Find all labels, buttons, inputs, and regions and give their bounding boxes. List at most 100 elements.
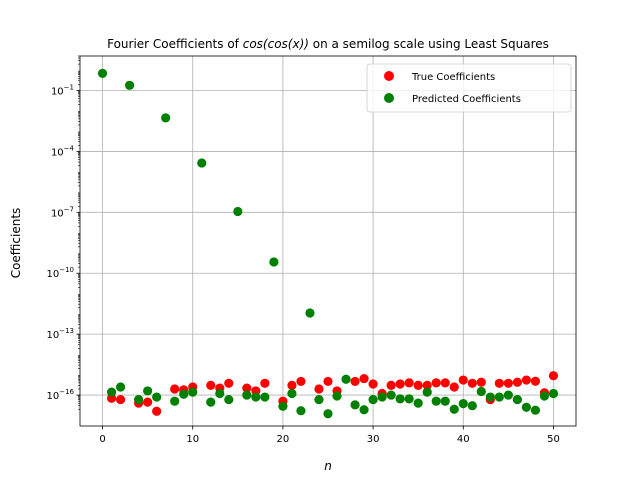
- data-point: [431, 378, 441, 388]
- data-point: [314, 384, 324, 394]
- data-point: [548, 371, 559, 381]
- data-point: [115, 394, 126, 405]
- data-point: [161, 113, 171, 123]
- data-point: [422, 380, 432, 390]
- x-tick-label: 50: [547, 434, 560, 445]
- data-point: [350, 376, 360, 387]
- data-point: [422, 387, 432, 397]
- data-point: [215, 388, 225, 399]
- data-point: [125, 80, 135, 90]
- y-tick-label: 10−10: [46, 266, 74, 280]
- data-point: [323, 376, 333, 387]
- data-point: [115, 382, 126, 392]
- data-point: [476, 386, 486, 397]
- data-point: [386, 390, 396, 400]
- data-point: [287, 388, 297, 399]
- data-point: [260, 392, 270, 402]
- data-point: [269, 257, 279, 267]
- data-point: [494, 392, 504, 402]
- data-point: [503, 378, 513, 388]
- legend-marker-predicted: [384, 93, 394, 103]
- data-point: [143, 397, 153, 407]
- data-point: [341, 374, 351, 384]
- data-point: [134, 394, 144, 405]
- data-point: [521, 375, 532, 385]
- data-point: [449, 404, 459, 414]
- data-point: [197, 158, 207, 168]
- x-tick-label: 20: [277, 434, 290, 445]
- data-point: [206, 380, 216, 390]
- data-point: [440, 378, 450, 388]
- data-point: [368, 394, 378, 405]
- data-point: [449, 382, 459, 392]
- legend-box: [366, 63, 572, 113]
- data-point: [224, 394, 234, 405]
- data-point: [242, 383, 252, 393]
- data-point: [152, 392, 162, 402]
- chart-title: Fourier Coefficients of cos(cos(x)) on a…: [107, 37, 549, 51]
- chart-title-prefix: Fourier Coefficients of: [107, 37, 243, 51]
- data-point: [106, 387, 117, 397]
- data-point: [413, 380, 423, 390]
- data-point: [314, 394, 324, 405]
- y-axis-label: Coefficients: [9, 208, 23, 279]
- y-tick-label: 10−4: [51, 144, 75, 158]
- data-point: [503, 390, 513, 400]
- data-point: [548, 388, 559, 399]
- y-tick-label: 10−7: [51, 205, 74, 219]
- data-point: [359, 405, 369, 415]
- data-point: [395, 379, 405, 389]
- data-point: [233, 206, 243, 217]
- data-point: [305, 308, 315, 318]
- x-tick-label: 10: [186, 434, 199, 445]
- data-point: [143, 386, 153, 396]
- x-tick-label: 40: [457, 434, 470, 445]
- data-point: [350, 400, 360, 410]
- y-tick-label: 10−13: [46, 327, 74, 341]
- data-point: [368, 379, 378, 389]
- data-point: [530, 376, 541, 386]
- data-point: [476, 377, 486, 387]
- data-point: [359, 373, 369, 384]
- data-point: [179, 389, 189, 399]
- data-point: [170, 384, 180, 394]
- data-point: [206, 397, 216, 407]
- data-point: [467, 401, 477, 411]
- data-point: [530, 405, 541, 415]
- data-point: [458, 399, 468, 409]
- chart-title-suffix: on a semilog scale using Least Squares: [309, 37, 549, 51]
- data-point: [260, 378, 270, 388]
- data-point: [323, 409, 333, 419]
- data-point: [242, 390, 252, 400]
- x-tick-label: 0: [99, 434, 105, 445]
- legend-marker-true: [384, 71, 394, 81]
- data-point: [494, 378, 504, 388]
- data-point: [188, 387, 198, 397]
- y-tick-label: 10−16: [46, 388, 74, 402]
- data-point: [224, 378, 234, 388]
- data-point: [413, 398, 423, 408]
- data-point: [404, 394, 414, 404]
- x-axis-label: n: [324, 459, 332, 473]
- data-point: [152, 406, 162, 416]
- grid: [80, 56, 576, 426]
- series-predicted: [97, 68, 559, 419]
- legend-label-true: True Coefficients: [411, 72, 495, 83]
- data-point: [467, 378, 477, 388]
- data-point: [440, 396, 450, 406]
- axis-ticks: 0 10 20 30 40 50 10−1 10−4 10−7 10−10 10−13 10−16: [46, 55, 560, 445]
- data-point: [170, 396, 180, 406]
- y-tick-label: 10−1: [51, 83, 74, 97]
- data-point: [458, 375, 468, 385]
- legend-label-predicted: Predicted Coefficients: [412, 94, 521, 105]
- data-point: [404, 378, 414, 388]
- data-point: [386, 380, 396, 390]
- legend: True Coefficients Predicted Coefficients: [366, 63, 572, 113]
- data-point: [521, 402, 532, 412]
- data-point: [97, 68, 108, 78]
- data-point: [539, 391, 550, 401]
- data-point: [251, 392, 261, 402]
- chart-title-math: cos(cos(x)): [243, 37, 309, 51]
